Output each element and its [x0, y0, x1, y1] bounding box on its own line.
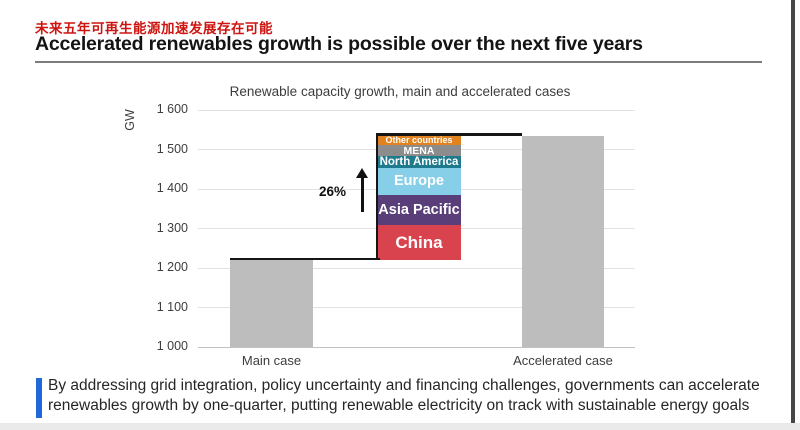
- gridline: [198, 109, 635, 111]
- y-tick-label: 1 000: [156, 339, 188, 353]
- callout-text: By addressing grid integration, policy u…: [48, 376, 778, 416]
- chinese-subtitle: 未来五年可再生能源加速发展存在可能: [35, 21, 273, 36]
- y-tick-label: 1 300: [156, 220, 188, 235]
- callout-accent-bar: [36, 378, 42, 418]
- callout-line-2: renewables growth by one-quarter, puttin…: [48, 397, 750, 414]
- gridline: [198, 267, 635, 269]
- bar-main-case: [230, 260, 313, 347]
- stack-segment-north-america: North America: [377, 156, 461, 169]
- step-connector-vertical: [375, 133, 378, 261]
- stack-segment-europe: Europe: [377, 168, 461, 195]
- bottom-edge-strip: [0, 423, 800, 430]
- step-connector-main: [230, 257, 380, 261]
- callout-line-1: By addressing grid integration, policy u…: [48, 377, 760, 394]
- stack-segment-china: China: [377, 225, 461, 261]
- right-edge-border: [791, 0, 795, 430]
- y-tick-label: 1 100: [156, 299, 188, 314]
- y-tick-label: 1 200: [156, 260, 188, 274]
- stack-segment-asia-pacific: Asia Pacific: [377, 194, 461, 226]
- y-tick-label: 1 400: [156, 181, 188, 195]
- gridline: [198, 307, 635, 308]
- title-divider: [35, 61, 762, 63]
- chart-title: Renewable capacity growth, main and acce…: [229, 84, 571, 99]
- page-title: Accelerated renewables growth is possibl…: [35, 33, 643, 55]
- y-tick-label: 1 500: [156, 141, 188, 156]
- stack-segment-mena: MENA: [377, 145, 461, 157]
- gridline: [198, 346, 635, 348]
- bar-accelerated-case: [522, 135, 604, 347]
- up-arrow-head-icon: [356, 168, 368, 178]
- y-tick-label: 1 600: [156, 102, 188, 116]
- x-tick-label: Accelerated case: [513, 353, 613, 368]
- growth-percent-label: 26%: [318, 184, 346, 199]
- stack-segment-other-countries: Other countries: [377, 135, 461, 146]
- step-connector-top: [375, 133, 522, 136]
- x-tick-label: Main case: [241, 353, 302, 368]
- up-arrow-icon: [361, 177, 364, 212]
